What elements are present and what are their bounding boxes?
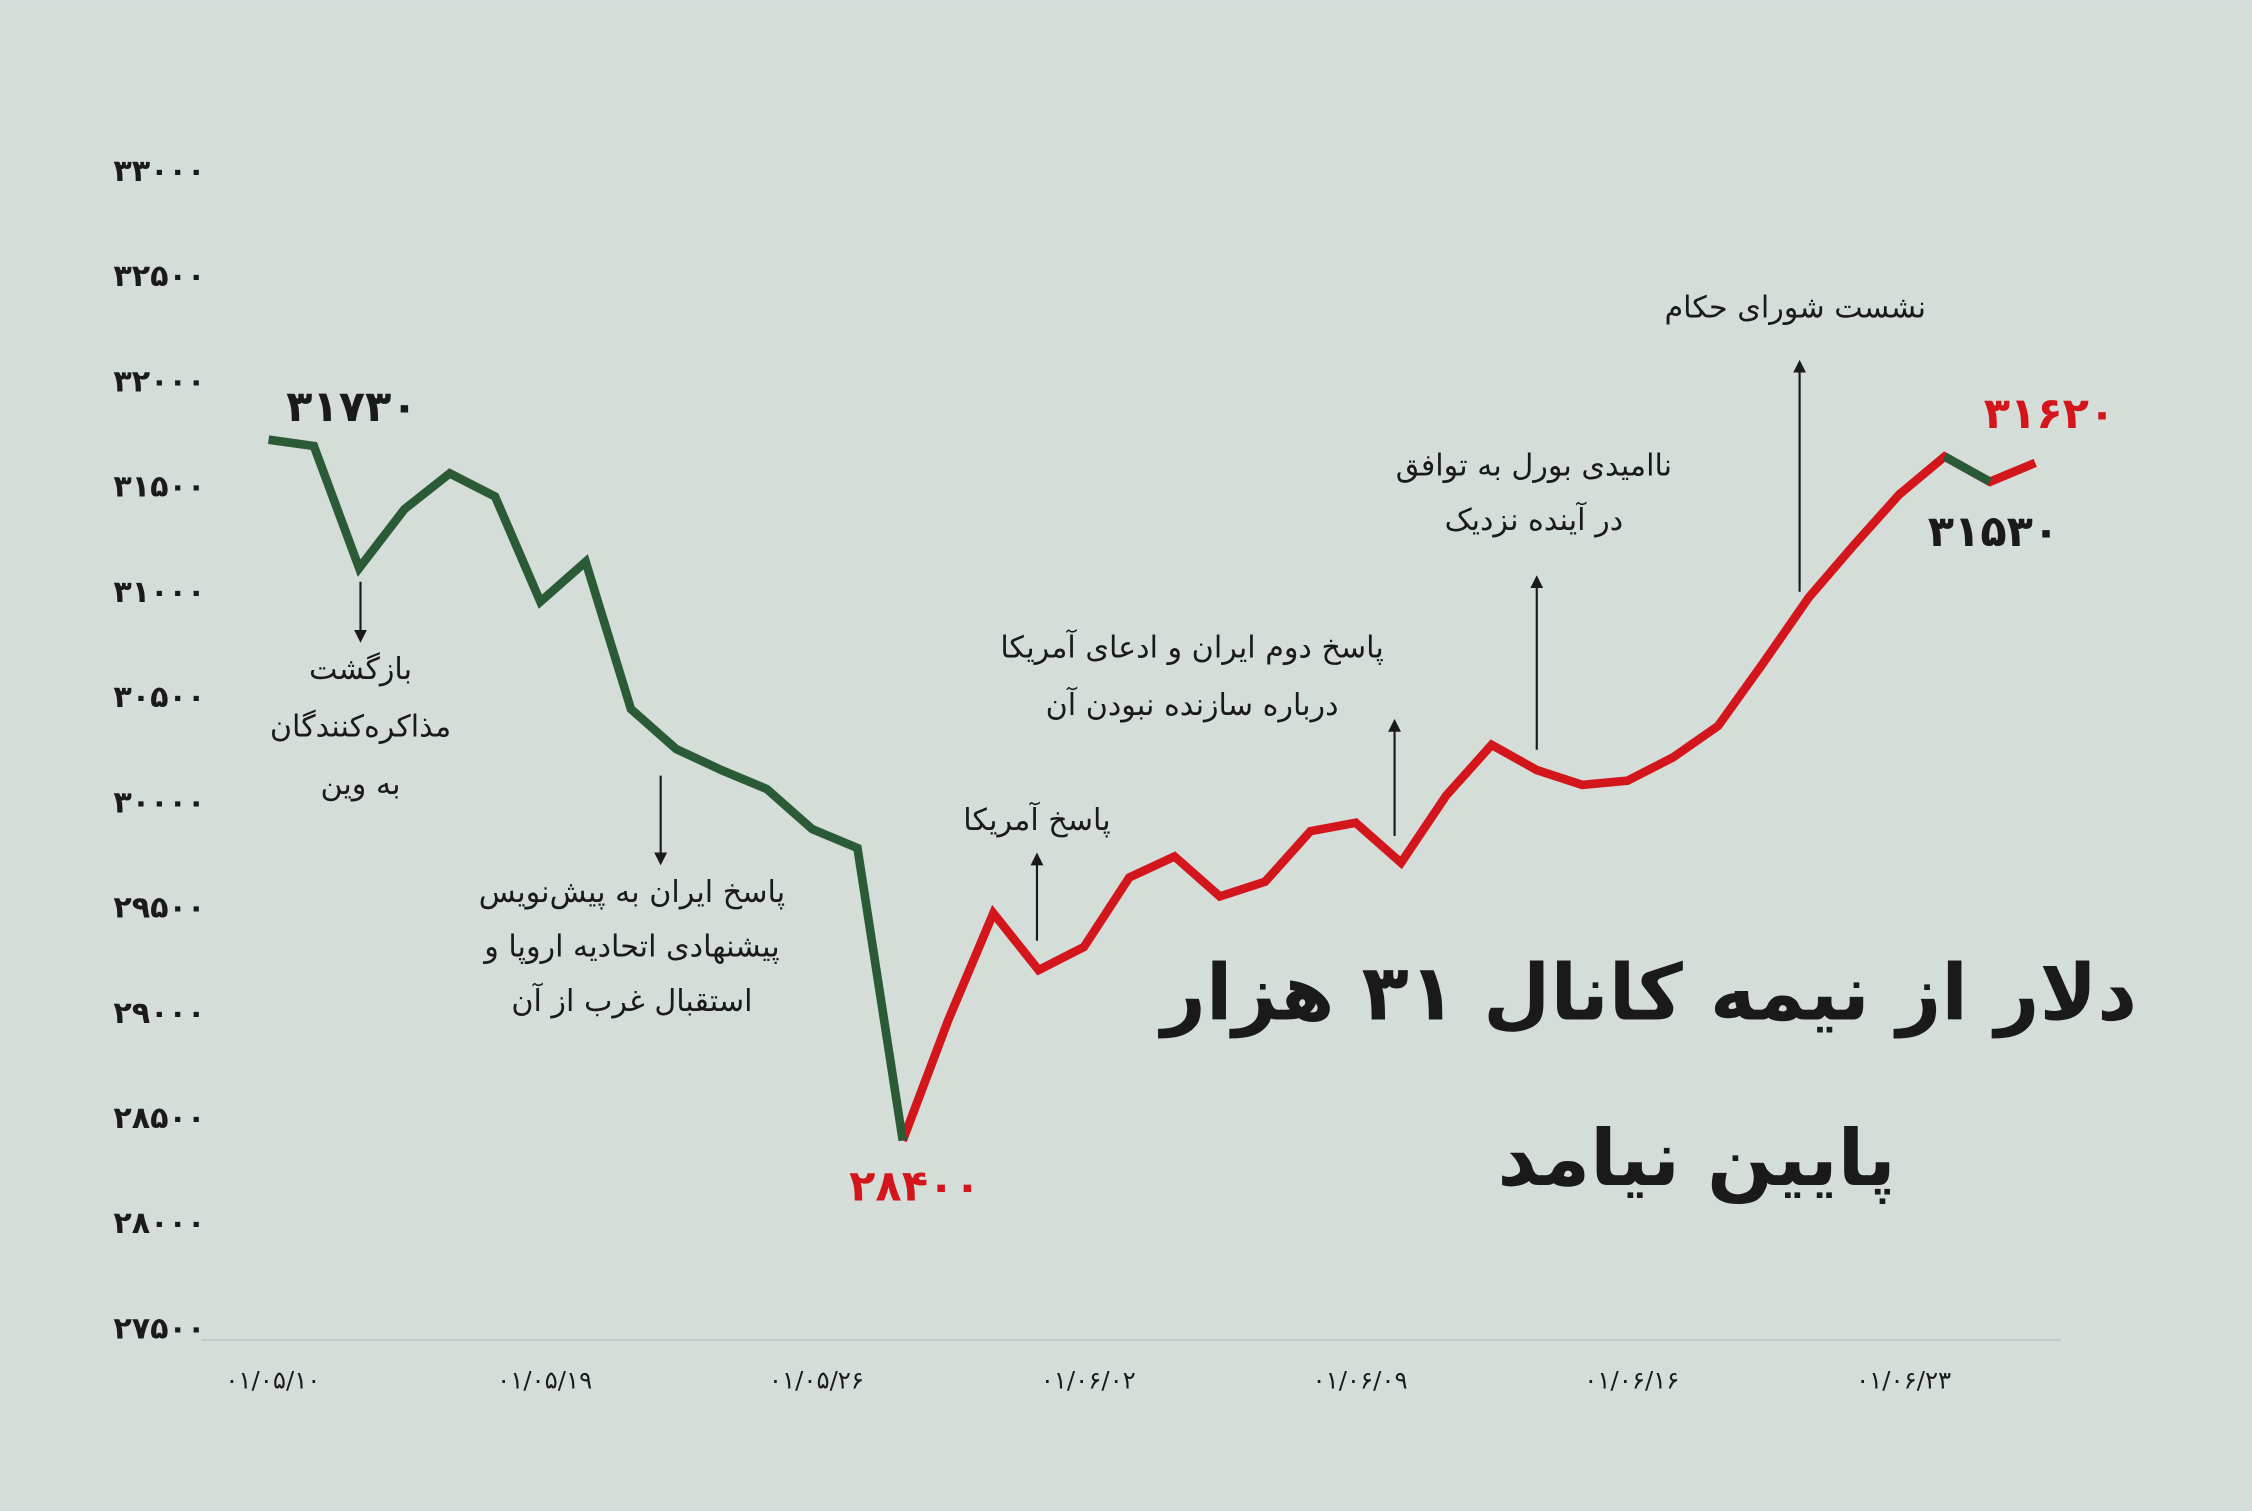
chart-title: دلار از نیمه کانال ۳۱ هزار xyxy=(1157,949,2137,1039)
value-label: ۳۱۷۳۰ xyxy=(286,382,417,432)
x-tick-label: ۰۱/۰۶/۰۲ xyxy=(1041,1366,1136,1395)
line-series xyxy=(898,451,2037,1143)
x-tick-label: ۰۱/۰۵/۱۰ xyxy=(225,1366,320,1395)
y-tick-label: ۳۲۵۰۰ xyxy=(113,259,205,294)
chart-title: پایین نیامد xyxy=(1497,1114,1896,1204)
value-label: ۳۱۶۲۰ xyxy=(1984,389,2115,439)
y-tick-label: ۳۰۰۰۰ xyxy=(113,785,205,820)
y-tick-label: ۳۰۵۰۰ xyxy=(113,680,205,715)
annotation: پاسخ ایران به پیش‌نویس xyxy=(479,875,785,910)
line-series xyxy=(267,435,1993,1142)
y-tick-label: ۲۷۵۰۰ xyxy=(113,1311,205,1346)
annotation: استقبال غرب از آن xyxy=(511,982,752,1019)
annotation: پاسخ آمریکا xyxy=(963,801,1110,838)
y-tick-label: ۲۸۰۰۰ xyxy=(113,1206,205,1241)
x-tick-label: ۰۱/۰۶/۲۳ xyxy=(1856,1366,1951,1395)
x-tick-label: ۰۱/۰۶/۰۹ xyxy=(1312,1366,1407,1395)
x-tick-label: ۰۱/۰۵/۲۶ xyxy=(769,1366,864,1395)
annotation: به وین xyxy=(320,767,400,802)
y-tick-label: ۳۲۰۰۰ xyxy=(113,364,205,399)
y-tick-label: ۲۹۵۰۰ xyxy=(113,891,205,926)
annotation: پیشنهادی اتحادیه اروپا و xyxy=(482,929,779,964)
y-tick-label: ۳۱۰۰۰ xyxy=(113,575,205,610)
value-label: ۳۱۵۳۰ xyxy=(1928,507,2059,557)
annotation: پاسخ دوم ایران و ادعای آمریکا xyxy=(1000,629,1383,666)
annotation: در آینده نزدیک xyxy=(1445,501,1624,538)
x-tick-label: ۰۱/۰۵/۱۹ xyxy=(497,1366,592,1395)
y-tick-label: ۳۱۵۰۰ xyxy=(113,470,205,505)
y-tick-label: ۳۳۰۰۰ xyxy=(113,154,205,189)
annotation: بازگشت xyxy=(309,651,412,687)
y-tick-label: ۲۹۰۰۰ xyxy=(113,996,205,1031)
annotation: مذاکره‌کنندگان xyxy=(270,709,451,745)
annotation: نشست شورای حکام xyxy=(1665,290,1927,325)
annotation: درباره سازنده نبودن آن xyxy=(1046,686,1339,723)
y-tick-label: ۲۸۵۰۰ xyxy=(113,1101,205,1136)
x-tick-label: ۰۱/۰۶/۱۶ xyxy=(1584,1366,1679,1395)
value-label: ۲۸۴۰۰ xyxy=(849,1162,980,1212)
annotation: ناامیدی بورل به توافق xyxy=(1396,448,1672,483)
